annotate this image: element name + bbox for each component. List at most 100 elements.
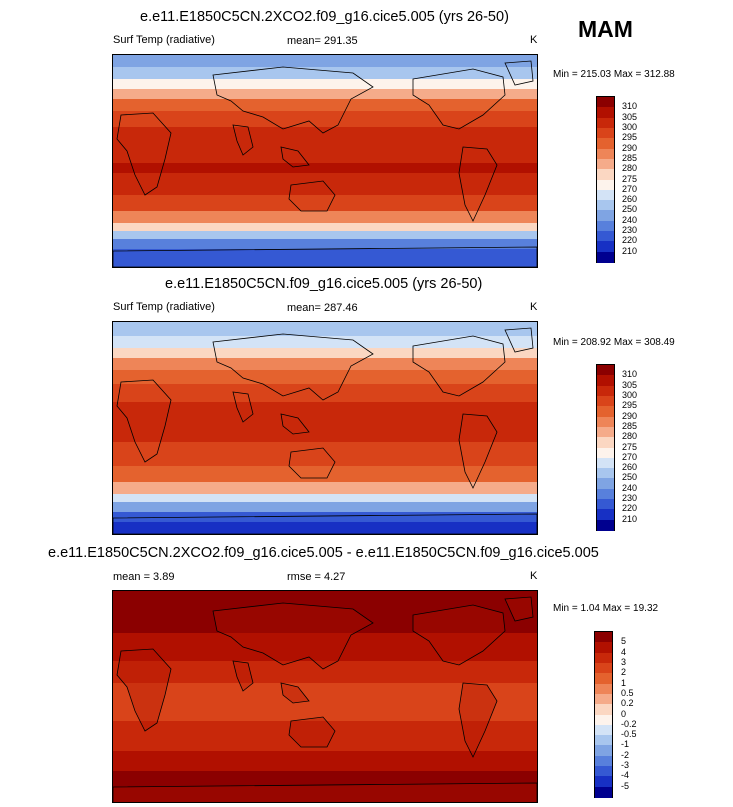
colorbar-tick-label: -2 xyxy=(621,749,630,760)
colorbar-segment xyxy=(597,509,614,521)
coastline xyxy=(116,648,172,732)
latitude-band xyxy=(113,127,537,163)
difference-map xyxy=(112,590,538,803)
latitude-band xyxy=(113,231,537,239)
colorbar-tick-label: 300 xyxy=(622,121,638,132)
latitude-band xyxy=(113,79,537,89)
coastline xyxy=(288,716,336,748)
latitude-band xyxy=(113,223,537,231)
coastline xyxy=(113,782,537,802)
colorbar-tick-label: 1 xyxy=(621,677,627,688)
colorbar-segment xyxy=(597,375,614,387)
colorbar-segment xyxy=(597,241,614,253)
latitude-band xyxy=(113,89,537,99)
colorbar-segment xyxy=(595,755,612,767)
colorbar-tick-label: 305 xyxy=(622,379,638,390)
latitude-band xyxy=(113,163,537,173)
colorbar-tick-label: 220 xyxy=(622,235,638,246)
colorbar-tick-label: 3 xyxy=(621,656,627,667)
latitude-band xyxy=(113,494,537,502)
colorbar-tick-label: 240 xyxy=(622,482,638,493)
colorbar-tick-label: 210 xyxy=(622,245,638,256)
colorbar-segment xyxy=(595,652,612,664)
colorbar-tick-labels: 310 305 300 295 290 285 280 275 270 260 250 240 230 2… xyxy=(622,96,662,263)
colorbar-segment xyxy=(597,179,614,191)
colorbar-segment xyxy=(597,365,614,376)
coastline xyxy=(212,602,374,670)
colorbar-segment xyxy=(595,714,612,726)
colorbar-tick-label: -4 xyxy=(621,770,630,781)
coastline xyxy=(116,379,172,463)
colorbar-tick-label: 210 xyxy=(622,513,638,524)
colorbar-segment xyxy=(597,447,614,459)
colorbar-tick-label: 305 xyxy=(622,111,638,122)
colorbar-segment xyxy=(597,138,614,150)
latitude-band xyxy=(113,442,537,466)
colorbar-segment xyxy=(597,437,614,448)
coastline xyxy=(412,68,506,130)
colorbar-segment xyxy=(595,745,612,757)
latitude-band xyxy=(113,211,537,223)
mean-label: mean = 3.89 xyxy=(113,571,175,583)
colorbar xyxy=(594,631,613,798)
mean-label: mean= 291.35 xyxy=(287,35,358,47)
coastline xyxy=(280,146,310,168)
colorbar-tick-label: 270 xyxy=(622,451,638,462)
coastline xyxy=(113,246,537,267)
latitude-band xyxy=(113,173,537,195)
colorbar-segment xyxy=(597,231,614,242)
colorbar-segment xyxy=(595,683,612,695)
coastline xyxy=(458,413,498,489)
latitude-band xyxy=(113,195,537,211)
colorbar-segment xyxy=(597,148,614,160)
latitude-band xyxy=(113,370,537,384)
colorbar xyxy=(596,96,615,263)
units-label: K xyxy=(530,301,538,313)
coastline xyxy=(232,660,254,692)
colorbar-segment xyxy=(597,395,614,407)
coastline xyxy=(116,112,172,196)
colorbar-segment xyxy=(597,385,614,397)
coastline xyxy=(212,66,374,134)
latitude-band xyxy=(113,239,537,249)
colorbar-tick-label: 240 xyxy=(622,214,638,225)
colorbar-tick-label: -0.2 xyxy=(621,718,637,729)
latitude-band xyxy=(113,384,537,402)
colorbar-tick-label: 310 xyxy=(622,101,638,112)
field-label: Surf Temp (radiative) xyxy=(113,301,215,313)
colorbar-segment xyxy=(595,632,612,643)
rmse-label: rmse = 4.27 xyxy=(287,571,346,583)
latitude-band xyxy=(113,466,537,482)
colorbar-segment xyxy=(595,662,612,674)
latitude-band xyxy=(113,751,537,771)
colorbar-tick-labels: 5 4 3 2 1 0.5 0.2 0 -0.2 -0.5 -1 -2 -3 -4 -5 xyxy=(621,631,661,798)
colorbar-tick-label: -0.5 xyxy=(621,729,637,740)
colorbar-tick-label: 275 xyxy=(622,173,638,184)
latitude-band xyxy=(113,55,537,67)
latitude-band xyxy=(113,358,537,370)
colorbar-segment xyxy=(597,189,614,201)
minmax-label: Min = 215.03 Max = 312.88 xyxy=(553,69,675,80)
units-label: K xyxy=(530,34,538,46)
latitude-band xyxy=(113,633,537,661)
minmax-label: Min = 208.92 Max = 308.49 xyxy=(553,337,675,348)
coastline xyxy=(288,447,336,479)
colorbar-tick-label: 220 xyxy=(622,503,638,514)
colorbar-segment xyxy=(597,158,614,170)
coastline xyxy=(288,180,336,212)
colorbar-segment xyxy=(597,169,614,180)
colorbar-tick-label: 260 xyxy=(622,194,638,205)
colorbar-segment xyxy=(595,766,612,777)
colorbar-segment xyxy=(597,200,614,211)
latitude-band xyxy=(113,348,537,358)
colorbar-tick-label: 285 xyxy=(622,152,638,163)
colorbar-tick-label: 270 xyxy=(622,183,638,194)
panel-title: e.e11.E1850C5CN.2XCO2.f09_g16.cice5.005 … xyxy=(48,545,599,561)
coastline xyxy=(504,596,534,622)
colorbar-tick-label: 280 xyxy=(622,163,638,174)
colorbar-tick-label: 295 xyxy=(622,132,638,143)
colorbar-segment xyxy=(595,704,612,715)
colorbar-tick-label: -3 xyxy=(621,760,630,771)
coastline xyxy=(212,333,374,401)
colorbar-segment xyxy=(595,735,612,746)
